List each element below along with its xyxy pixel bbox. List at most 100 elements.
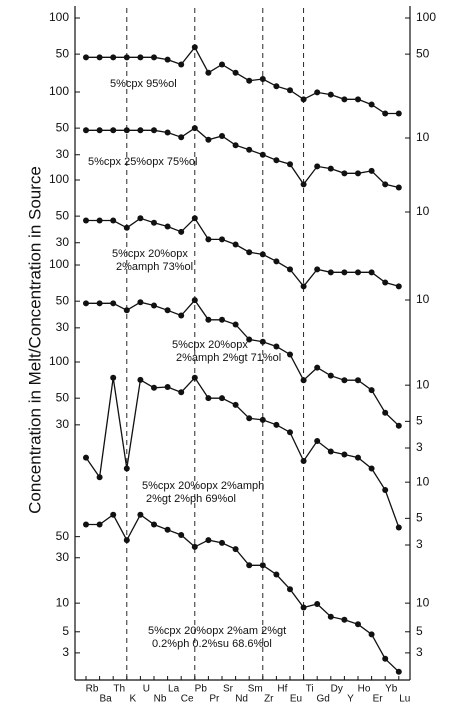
x-tick-label: Dy bbox=[331, 684, 343, 695]
data-point bbox=[205, 69, 212, 76]
data-point bbox=[191, 44, 198, 51]
data-point bbox=[355, 96, 361, 103]
annotation: 5%cpx 95%ol bbox=[110, 78, 177, 90]
annotation: 5%cpx 25%opx 75%ol bbox=[88, 156, 197, 168]
data-point bbox=[151, 219, 157, 226]
data-point bbox=[96, 300, 103, 307]
data-point bbox=[137, 376, 144, 383]
data-point bbox=[368, 631, 375, 638]
y2-tick-label: 10 bbox=[416, 595, 430, 609]
x-tick-label: Er bbox=[373, 694, 384, 704]
annotation: 5%cpx 20%opx 2%am 2%gt bbox=[148, 625, 286, 637]
data-point bbox=[164, 307, 171, 314]
data-point bbox=[382, 110, 389, 117]
y2-tick-label: 10 bbox=[416, 474, 430, 488]
data-point bbox=[382, 181, 389, 188]
data-point bbox=[382, 655, 389, 662]
data-point bbox=[178, 228, 185, 235]
data-point bbox=[246, 77, 253, 84]
data-point bbox=[395, 184, 402, 191]
data-point bbox=[96, 474, 103, 481]
annotation: 2%amph 2%gt 71%ol bbox=[176, 352, 281, 364]
annotation: 5%cpx 20%opx 2%amph bbox=[142, 480, 264, 492]
y-tick-label: 30 bbox=[56, 550, 70, 564]
data-point bbox=[327, 613, 334, 620]
x-tick-label: Sm bbox=[248, 684, 263, 695]
data-point bbox=[395, 422, 402, 429]
y-tick-label: 10 bbox=[56, 595, 70, 609]
data-point bbox=[327, 91, 334, 98]
data-point bbox=[300, 377, 307, 384]
annotation: 2%gt 2%ph 69%ol bbox=[146, 493, 236, 505]
data-point bbox=[355, 269, 361, 276]
data-point bbox=[123, 224, 130, 231]
data-point bbox=[232, 401, 239, 408]
data-point bbox=[395, 668, 402, 675]
data-point bbox=[300, 181, 307, 188]
x-tick-label: Lu bbox=[399, 694, 410, 704]
data-point bbox=[151, 521, 157, 528]
y-tick-label: 30 bbox=[56, 147, 70, 161]
data-point bbox=[96, 127, 103, 134]
x-tick-label: Sr bbox=[223, 684, 234, 695]
data-point bbox=[395, 283, 402, 290]
y-axis-label: Concentration in Melt/Concentration in S… bbox=[25, 166, 44, 514]
data-point bbox=[219, 132, 225, 139]
data-point bbox=[137, 127, 144, 134]
data-point bbox=[259, 76, 266, 83]
data-point bbox=[368, 465, 375, 472]
data-point bbox=[219, 316, 225, 323]
data-point bbox=[110, 54, 117, 61]
y-tick-label: 100 bbox=[49, 10, 69, 24]
data-point bbox=[164, 383, 171, 390]
data-point bbox=[83, 521, 89, 528]
data-point bbox=[83, 300, 89, 307]
data-point bbox=[246, 146, 253, 153]
data-point bbox=[368, 167, 375, 174]
data-point bbox=[219, 395, 225, 402]
data-point bbox=[164, 56, 171, 63]
data-point bbox=[246, 249, 253, 256]
data-point bbox=[273, 258, 280, 265]
data-point bbox=[123, 537, 130, 544]
data-point bbox=[219, 236, 225, 243]
data-point bbox=[300, 458, 307, 465]
data-point bbox=[219, 61, 225, 68]
y2-tick-label: 5 bbox=[416, 624, 423, 638]
data-point bbox=[137, 511, 144, 518]
y-tick-label: 30 bbox=[56, 417, 70, 431]
data-point bbox=[355, 621, 361, 628]
data-point bbox=[137, 299, 144, 306]
data-point bbox=[327, 372, 334, 379]
data-point bbox=[355, 377, 361, 384]
data-point bbox=[83, 127, 89, 134]
y-tick-label: 50 bbox=[56, 208, 70, 222]
data-point bbox=[219, 539, 225, 546]
data-point bbox=[151, 54, 157, 61]
data-point bbox=[314, 163, 321, 170]
data-point bbox=[314, 438, 321, 445]
data-point bbox=[341, 170, 348, 177]
y-tick-label: 50 bbox=[56, 293, 70, 307]
data-point bbox=[164, 223, 171, 230]
data-point bbox=[273, 157, 280, 164]
data-point bbox=[123, 465, 130, 472]
y-tick-label: 50 bbox=[56, 529, 70, 543]
y-tick-label: 50 bbox=[56, 120, 70, 134]
data-point bbox=[178, 389, 185, 396]
y-tick-label: 100 bbox=[49, 172, 69, 186]
data-point bbox=[300, 283, 307, 290]
data-point bbox=[110, 374, 117, 381]
data-point bbox=[395, 524, 402, 531]
data-point bbox=[232, 546, 239, 553]
data-point bbox=[205, 537, 212, 544]
x-tick-label: Pr bbox=[209, 694, 220, 704]
data-point bbox=[83, 217, 89, 224]
data-point bbox=[368, 269, 375, 276]
data-point bbox=[164, 129, 171, 136]
data-point bbox=[327, 448, 334, 455]
data-point bbox=[382, 409, 389, 416]
annotation: 5%cpx 20%opx bbox=[172, 339, 248, 351]
data-point bbox=[368, 387, 375, 394]
